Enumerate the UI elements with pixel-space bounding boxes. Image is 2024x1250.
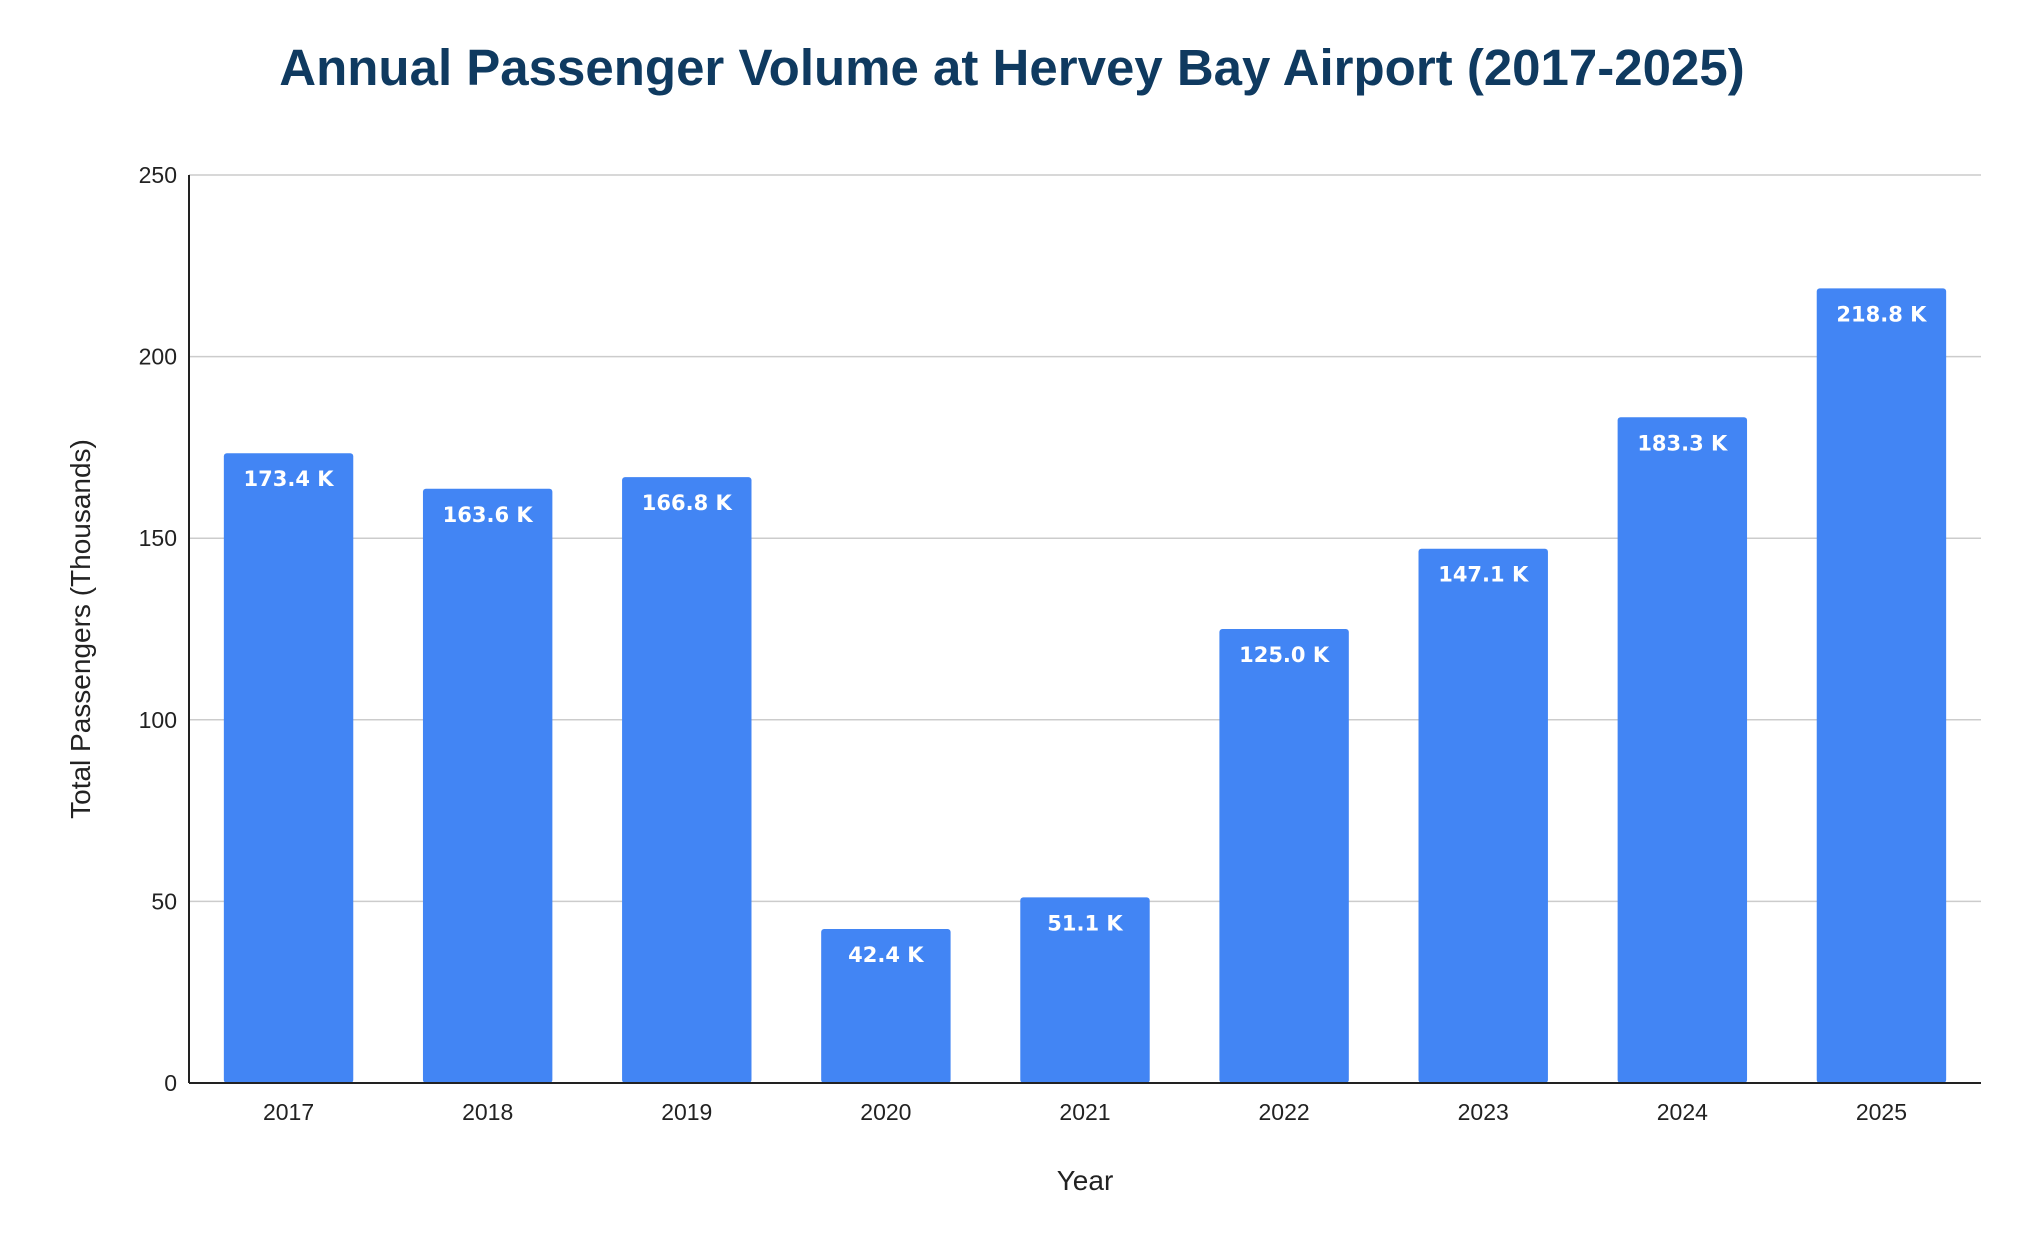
bar-data-label: 42.4 K <box>848 943 924 967</box>
bar-data-label: 173.4 K <box>244 467 335 491</box>
y-axis-title: Total Passengers (Thousands) <box>65 439 96 819</box>
bar-data-label: 163.6 K <box>443 503 534 527</box>
bar <box>1816 288 1947 1084</box>
x-tick-label: 2022 <box>1259 1099 1310 1125</box>
bar <box>1617 417 1748 1083</box>
bar <box>422 488 553 1083</box>
x-tick-label: 2020 <box>860 1099 911 1125</box>
bar <box>1219 629 1349 1083</box>
bar <box>622 477 752 1084</box>
y-tick-label: 150 <box>139 525 177 551</box>
x-tick-label: 2021 <box>1059 1099 1110 1125</box>
chart-title: Annual Passenger Volume at Hervey Bay Ai… <box>279 39 1745 96</box>
bar <box>821 929 951 1083</box>
bar-data-label: 147.1 K <box>1438 563 1529 587</box>
x-tick-label: 2024 <box>1657 1099 1708 1125</box>
y-tick-label: 100 <box>139 707 177 733</box>
bar <box>223 453 354 1084</box>
x-tick-label: 2019 <box>661 1099 712 1125</box>
y-tick-label: 250 <box>139 162 177 188</box>
bar-data-label: 183.3 K <box>1637 431 1728 455</box>
bar-data-label: 166.8 K <box>642 491 733 515</box>
x-tick-label: 2025 <box>1856 1099 1907 1125</box>
bar <box>1020 897 1150 1083</box>
x-tick-label: 2018 <box>462 1099 513 1125</box>
labels: 0 50 100 150 200 250 173.4 K 2017 163.6 K 2018 166… <box>139 162 1928 1125</box>
bar <box>1418 548 1548 1083</box>
x-tick-label: 2023 <box>1458 1099 1509 1125</box>
axes <box>188 175 1981 1084</box>
y-tick-label: 0 <box>164 1070 177 1096</box>
y-tick-label: 50 <box>151 888 177 914</box>
bar-data-label: 218.8 K <box>1836 302 1927 326</box>
y-tick-label: 200 <box>139 344 177 370</box>
x-tick-label: 2017 <box>263 1099 314 1125</box>
bar-data-label: 125.0 K <box>1239 643 1330 667</box>
bars <box>223 288 1947 1084</box>
bar-data-label: 51.1 K <box>1047 911 1123 935</box>
x-axis-title: Year <box>1057 1165 1114 1196</box>
